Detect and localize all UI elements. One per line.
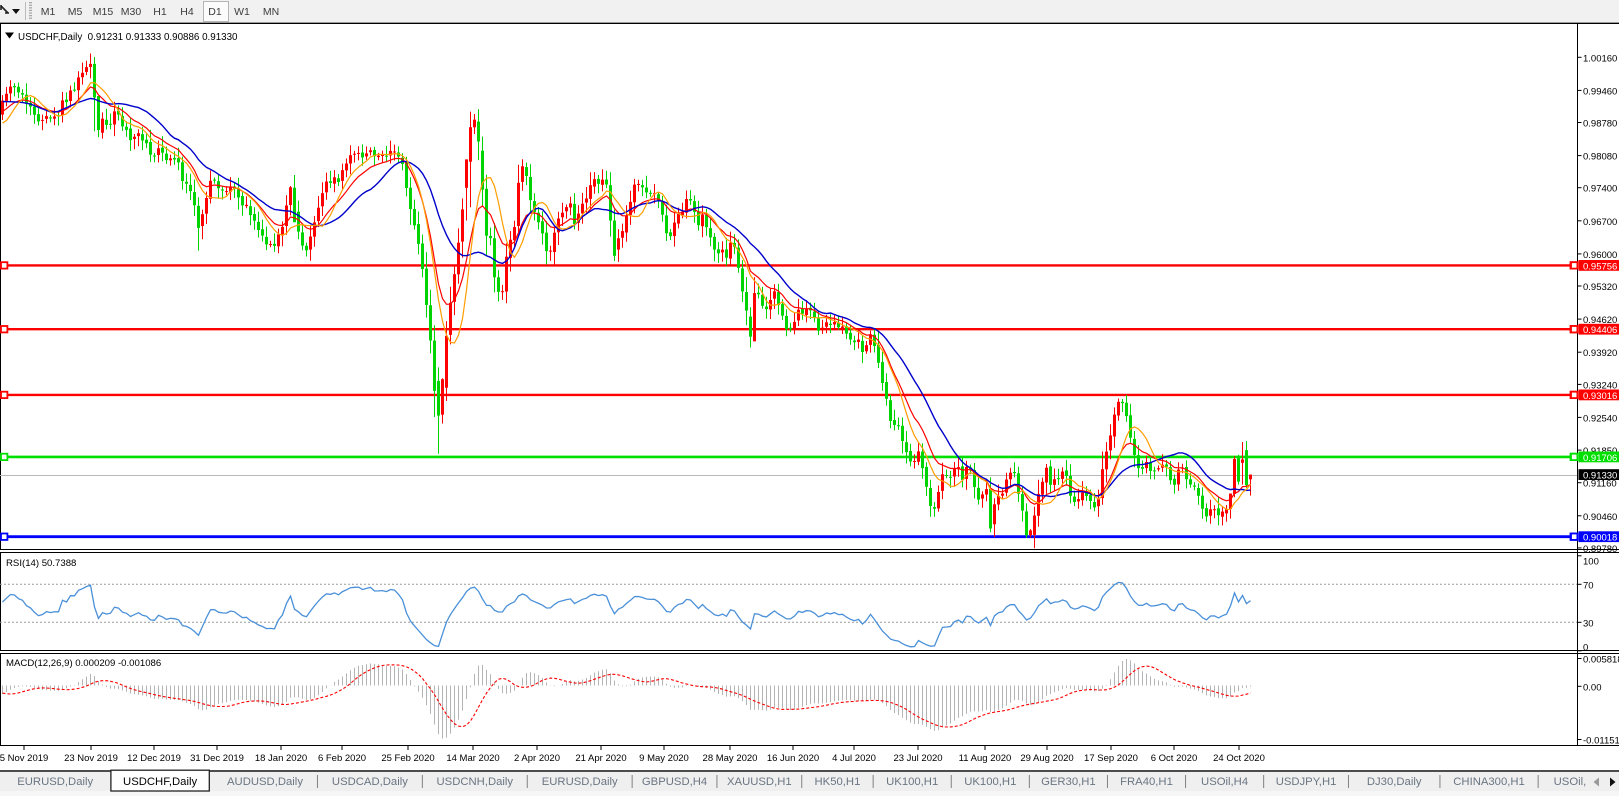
svg-text:14 Mar 2020: 14 Mar 2020 — [446, 753, 499, 764]
svg-text:M15: M15 — [93, 6, 114, 18]
svg-text:UK100,H1: UK100,H1 — [886, 776, 938, 788]
svg-text:UK100,H1: UK100,H1 — [964, 776, 1016, 788]
svg-text:FRA40,H1: FRA40,H1 — [1120, 776, 1173, 788]
svg-text:H1: H1 — [153, 6, 167, 18]
svg-text:HK50,H1: HK50,H1 — [815, 776, 861, 788]
svg-text:21 Apr 2020: 21 Apr 2020 — [575, 753, 626, 764]
svg-text:31 Dec 2019: 31 Dec 2019 — [190, 753, 244, 764]
svg-text:H4: H4 — [180, 6, 194, 18]
svg-text:USOil,H4: USOil,H4 — [1201, 776, 1248, 788]
svg-text:0.91706: 0.91706 — [1583, 453, 1617, 464]
svg-text:W1: W1 — [234, 6, 250, 18]
svg-text:1.00160: 1.00160 — [1583, 53, 1617, 64]
svg-text:0.005818: 0.005818 — [1583, 655, 1619, 666]
svg-text:DJ30,Daily: DJ30,Daily — [1367, 776, 1422, 788]
svg-text:29 Aug 2020: 29 Aug 2020 — [1020, 753, 1073, 764]
svg-text:0.92540: 0.92540 — [1583, 413, 1617, 424]
svg-text:0.93016: 0.93016 — [1583, 391, 1617, 402]
svg-text:6 Feb 2020: 6 Feb 2020 — [318, 753, 366, 764]
svg-text:5 Nov 2019: 5 Nov 2019 — [0, 753, 48, 764]
svg-text:17 Sep 2020: 17 Sep 2020 — [1084, 753, 1138, 764]
svg-text:0.99460: 0.99460 — [1583, 86, 1617, 97]
svg-text:MACD(12,26,9) 0.000209 -0.0010: MACD(12,26,9) 0.000209 -0.001086 — [6, 658, 161, 669]
svg-text:CHINA300,H1: CHINA300,H1 — [1453, 776, 1525, 788]
svg-text:4 Jul 2020: 4 Jul 2020 — [832, 753, 876, 764]
svg-text:0.90018: 0.90018 — [1583, 533, 1617, 544]
svg-text:0.00: 0.00 — [1583, 682, 1602, 693]
svg-text:-0.011514: -0.011514 — [1583, 736, 1619, 747]
svg-text:70: 70 — [1583, 580, 1594, 591]
svg-text:0.96000: 0.96000 — [1583, 250, 1617, 261]
svg-text:0.98080: 0.98080 — [1583, 152, 1617, 163]
svg-text:MN: MN — [263, 6, 279, 18]
svg-text:D1: D1 — [208, 6, 222, 18]
svg-text:23 Nov 2019: 23 Nov 2019 — [64, 753, 118, 764]
svg-text:2 Apr 2020: 2 Apr 2020 — [514, 753, 560, 764]
svg-text:30: 30 — [1583, 618, 1594, 629]
svg-text:0.94406: 0.94406 — [1583, 325, 1617, 336]
svg-text:0.93920: 0.93920 — [1583, 348, 1617, 359]
svg-text:0.97400: 0.97400 — [1583, 184, 1617, 195]
svg-text:100: 100 — [1583, 557, 1599, 568]
svg-text:EURUSD,Daily: EURUSD,Daily — [17, 776, 93, 788]
svg-text:M30: M30 — [121, 6, 142, 18]
svg-text:0.96700: 0.96700 — [1583, 217, 1617, 228]
svg-text:M1: M1 — [41, 6, 56, 18]
svg-text:GER30,H1: GER30,H1 — [1041, 776, 1096, 788]
svg-text:USDJPY,H1: USDJPY,H1 — [1276, 776, 1337, 788]
svg-text:AUDUSD,Daily: AUDUSD,Daily — [227, 776, 303, 788]
svg-text:11 Aug 2020: 11 Aug 2020 — [959, 753, 1012, 764]
svg-text:18 Jan 2020: 18 Jan 2020 — [255, 753, 307, 764]
svg-text:9 May 2020: 9 May 2020 — [639, 753, 689, 764]
svg-text:28 May 2020: 28 May 2020 — [703, 753, 758, 764]
svg-text:USDCHF,Daily: USDCHF,Daily — [123, 776, 197, 788]
svg-text:23 Jul 2020: 23 Jul 2020 — [893, 753, 942, 764]
svg-text:0.98780: 0.98780 — [1583, 119, 1617, 130]
svg-text:0.95756: 0.95756 — [1583, 261, 1617, 272]
svg-text:M5: M5 — [68, 6, 83, 18]
svg-text:USDCNH,Daily: USDCNH,Daily — [437, 776, 514, 788]
svg-text:USDCAD,Daily: USDCAD,Daily — [332, 776, 408, 788]
svg-text:16 Jun 2020: 16 Jun 2020 — [767, 753, 819, 764]
svg-text:EURUSD,Daily: EURUSD,Daily — [542, 776, 618, 788]
svg-text:0.89780: 0.89780 — [1583, 544, 1617, 555]
svg-text:USDCHF,Daily 0.91231 0.91333: USDCHF,Daily 0.91231 0.91333 0.90886 0.9… — [18, 32, 238, 43]
svg-text:0.90460: 0.90460 — [1583, 512, 1617, 523]
svg-text:0: 0 — [1583, 643, 1588, 654]
svg-text:0.91330: 0.91330 — [1583, 471, 1617, 482]
svg-text:GBPUSD,H4: GBPUSD,H4 — [642, 776, 707, 788]
svg-text:0.95320: 0.95320 — [1583, 282, 1617, 293]
svg-text:25 Feb 2020: 25 Feb 2020 — [381, 753, 434, 764]
svg-text:12 Dec 2019: 12 Dec 2019 — [127, 753, 181, 764]
svg-text:XAUUSD,H1: XAUUSD,H1 — [727, 776, 792, 788]
svg-text:RSI(14) 50.7388: RSI(14) 50.7388 — [6, 558, 76, 569]
svg-text:24 Oct 2020: 24 Oct 2020 — [1213, 753, 1265, 764]
svg-text:6 Oct 2020: 6 Oct 2020 — [1151, 753, 1197, 764]
